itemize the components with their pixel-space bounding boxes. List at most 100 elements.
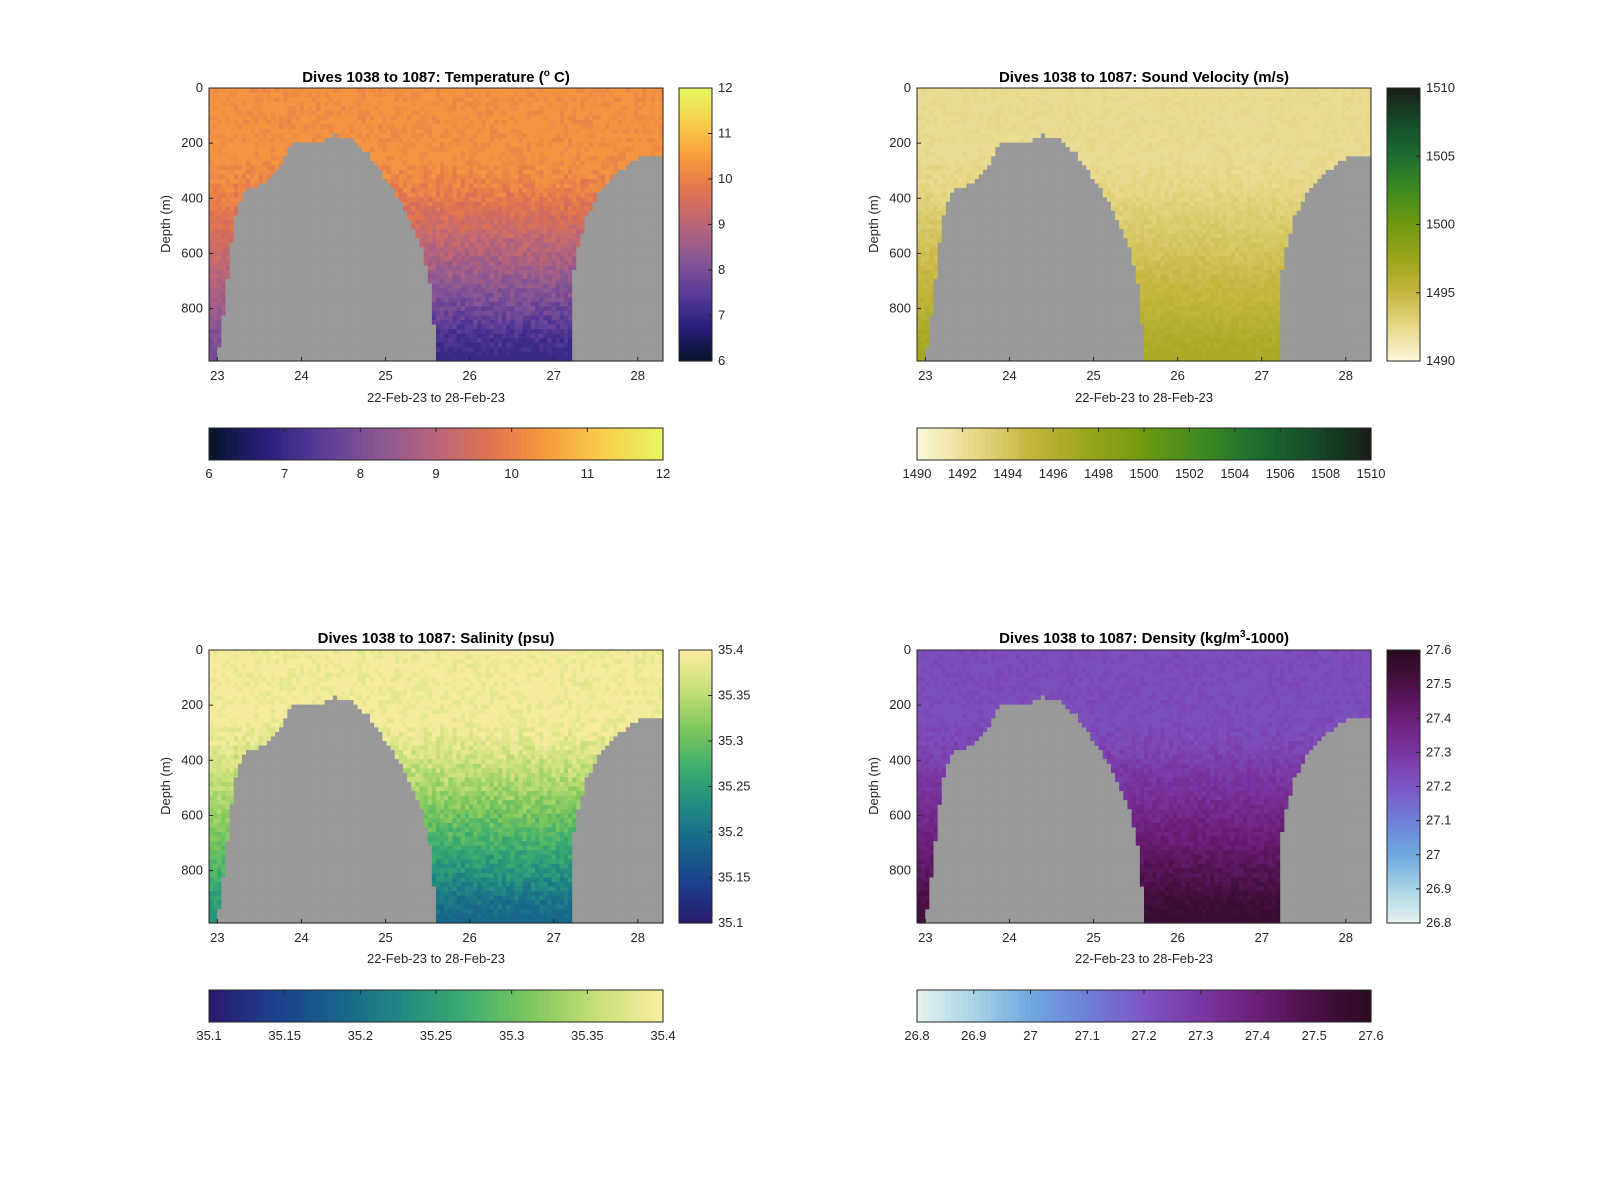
seafloor-cell [283, 297, 288, 302]
heatmap-cell [217, 152, 222, 157]
heatmap-cell [304, 111, 309, 116]
heatmap-cell [259, 129, 264, 134]
heatmap-cell [415, 124, 420, 129]
seafloor-cell [382, 188, 387, 193]
seafloor-cell [428, 347, 433, 352]
heatmap-cell [523, 338, 528, 343]
heatmap-cell [514, 343, 519, 348]
heatmap-cell [386, 138, 391, 143]
heatmap-cell [481, 334, 486, 339]
heatmap-cell [213, 202, 218, 207]
heatmap-cell [535, 316, 540, 321]
seafloor-cell [296, 316, 301, 321]
heatmap-cell [250, 106, 255, 111]
seafloor-cell [316, 184, 321, 189]
heatmap-cell [333, 129, 338, 134]
heatmap-cell [473, 265, 478, 270]
heatmap-cell [543, 275, 548, 280]
seafloor-cell [329, 193, 334, 198]
heatmap-cell [428, 152, 433, 157]
seafloor-cell [267, 234, 272, 239]
seafloor-cell [333, 156, 338, 161]
seafloor-cell [292, 265, 297, 270]
heatmap-cell [502, 174, 507, 179]
heatmap-cell [539, 270, 544, 275]
seafloor-cell [296, 165, 301, 170]
heatmap-cell [213, 279, 218, 284]
heatmap-cell [246, 161, 251, 166]
heatmap-cell [477, 352, 482, 357]
heatmap-cell [473, 225, 478, 230]
heatmap-cell [490, 270, 495, 275]
seafloor-cell [325, 193, 330, 198]
seafloor-cell [374, 279, 379, 284]
seafloor-cell [304, 174, 309, 179]
heatmap-cell [523, 265, 528, 270]
heatmap-cell [481, 138, 486, 143]
seafloor-cell [312, 152, 317, 157]
heatmap-cell [502, 306, 507, 311]
seafloor-cell [250, 311, 255, 316]
heatmap-cell [519, 143, 524, 148]
heatmap-cell [535, 206, 540, 211]
seafloor-cell [292, 256, 297, 261]
seafloor-cell [267, 229, 272, 234]
seafloor-cell [370, 311, 375, 316]
heatmap-cell [217, 134, 222, 139]
heatmap-cell [444, 93, 449, 98]
seafloor-cell [308, 252, 313, 257]
seafloor-cell [308, 343, 313, 348]
seafloor-cell [259, 215, 264, 220]
heatmap-cell [440, 211, 445, 216]
seafloor-cell [316, 256, 321, 261]
heatmap-cell [465, 329, 470, 334]
heatmap-cell [287, 138, 292, 143]
seafloor-cell [275, 306, 280, 311]
heatmap-cell [271, 147, 276, 152]
heatmap-cell [403, 170, 408, 175]
heatmap-cell [490, 129, 495, 134]
heatmap-cell [234, 193, 239, 198]
heatmap-cell [510, 225, 515, 230]
heatmap-cell [436, 102, 441, 107]
heatmap-cell [514, 215, 519, 220]
heatmap-cell [246, 93, 251, 98]
heatmap-cell [419, 215, 424, 220]
heatmap-cell [481, 225, 486, 230]
heatmap-cell [531, 352, 536, 357]
heatmap-cell [453, 316, 458, 321]
seafloor-cell [333, 229, 338, 234]
heatmap-cell [543, 311, 548, 316]
heatmap-cell [519, 134, 524, 139]
seafloor-cell [320, 247, 325, 252]
seafloor-cell [221, 329, 226, 334]
heatmap-cell [271, 156, 276, 161]
heatmap-cell [461, 288, 466, 293]
seafloor-cell [320, 215, 325, 220]
heatmap-cell [234, 174, 239, 179]
heatmap-cell [506, 311, 511, 316]
seafloor-cell [386, 215, 391, 220]
heatmap-cell [275, 147, 280, 152]
heatmap-cell [457, 279, 462, 284]
heatmap-cell [477, 293, 482, 298]
heatmap-cell [481, 88, 486, 93]
heatmap-cell [213, 188, 218, 193]
heatmap-cell [510, 93, 515, 98]
heatmap-cell [448, 115, 453, 120]
seafloor-cell [259, 297, 264, 302]
seafloor-cell [271, 320, 276, 325]
heatmap-cell [481, 316, 486, 321]
seafloor-cell [287, 170, 292, 175]
heatmap-cell [453, 184, 458, 189]
heatmap-cell [221, 215, 226, 220]
seafloor-cell [238, 202, 243, 207]
heatmap-cell [209, 297, 214, 302]
seafloor-cell [374, 243, 379, 248]
seafloor-cell [279, 220, 284, 225]
heatmap-cell [399, 170, 404, 175]
heatmap-cell [543, 334, 548, 339]
heatmap-cell [494, 325, 499, 330]
seafloor-cell [304, 206, 309, 211]
heatmap-cell [539, 184, 544, 189]
